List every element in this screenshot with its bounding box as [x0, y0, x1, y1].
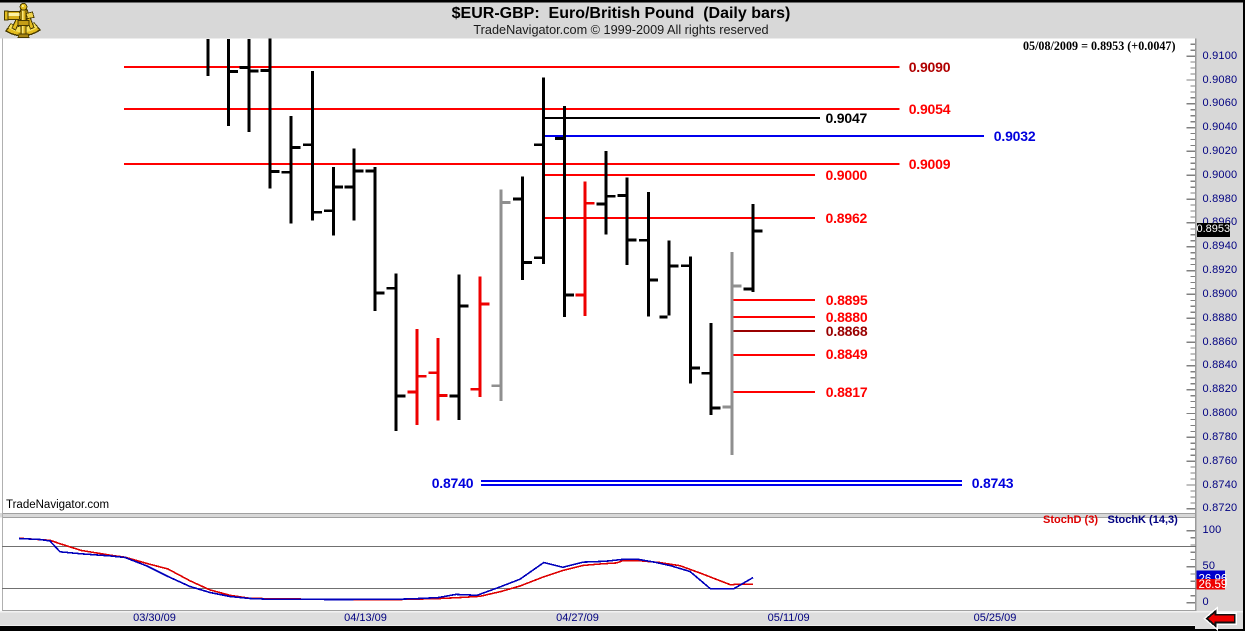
svg-text:26.59: 26.59 [1199, 579, 1228, 591]
